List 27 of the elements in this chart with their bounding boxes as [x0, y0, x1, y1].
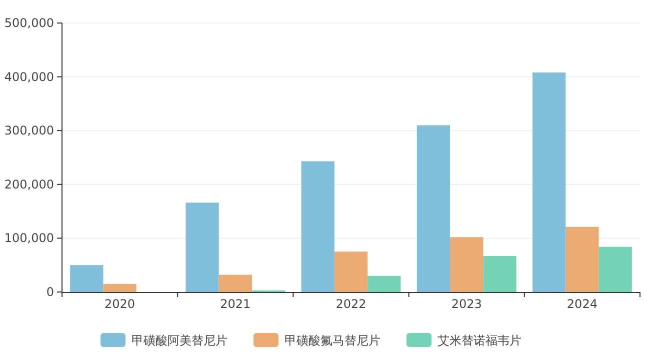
bar — [368, 276, 401, 292]
bar — [450, 237, 484, 292]
y-tick-label: 400,000 — [4, 70, 54, 84]
legend-label: 艾米替诺福韦片 — [438, 334, 522, 348]
x-tick-label: 2022 — [336, 297, 366, 311]
x-tick-label: 2023 — [451, 297, 482, 311]
x-tick-label: 2021 — [220, 297, 251, 311]
y-tick-label: 200,000 — [4, 177, 54, 192]
bar — [186, 202, 219, 292]
bar — [103, 284, 136, 292]
bar — [70, 265, 104, 292]
legend-label: 甲磺酸阿美替尼片 — [132, 334, 228, 348]
bar — [218, 274, 252, 292]
x-tick-label: 2024 — [566, 297, 598, 311]
bar — [532, 72, 566, 292]
y-tick-label: 300,000 — [4, 124, 54, 138]
y-tick-label: 0 — [46, 285, 54, 299]
bar — [416, 125, 450, 292]
bar — [334, 252, 368, 292]
y-tick-label: 100,000 — [4, 231, 54, 246]
bar — [598, 246, 632, 292]
y-tick-label: 500,000 — [4, 16, 54, 30]
legend-label: 甲磺酸氟马替尼片 — [284, 334, 380, 348]
x-tick-label: 2020 — [104, 297, 136, 311]
bar — [566, 226, 599, 292]
bar — [301, 161, 334, 292]
bar — [483, 256, 516, 292]
